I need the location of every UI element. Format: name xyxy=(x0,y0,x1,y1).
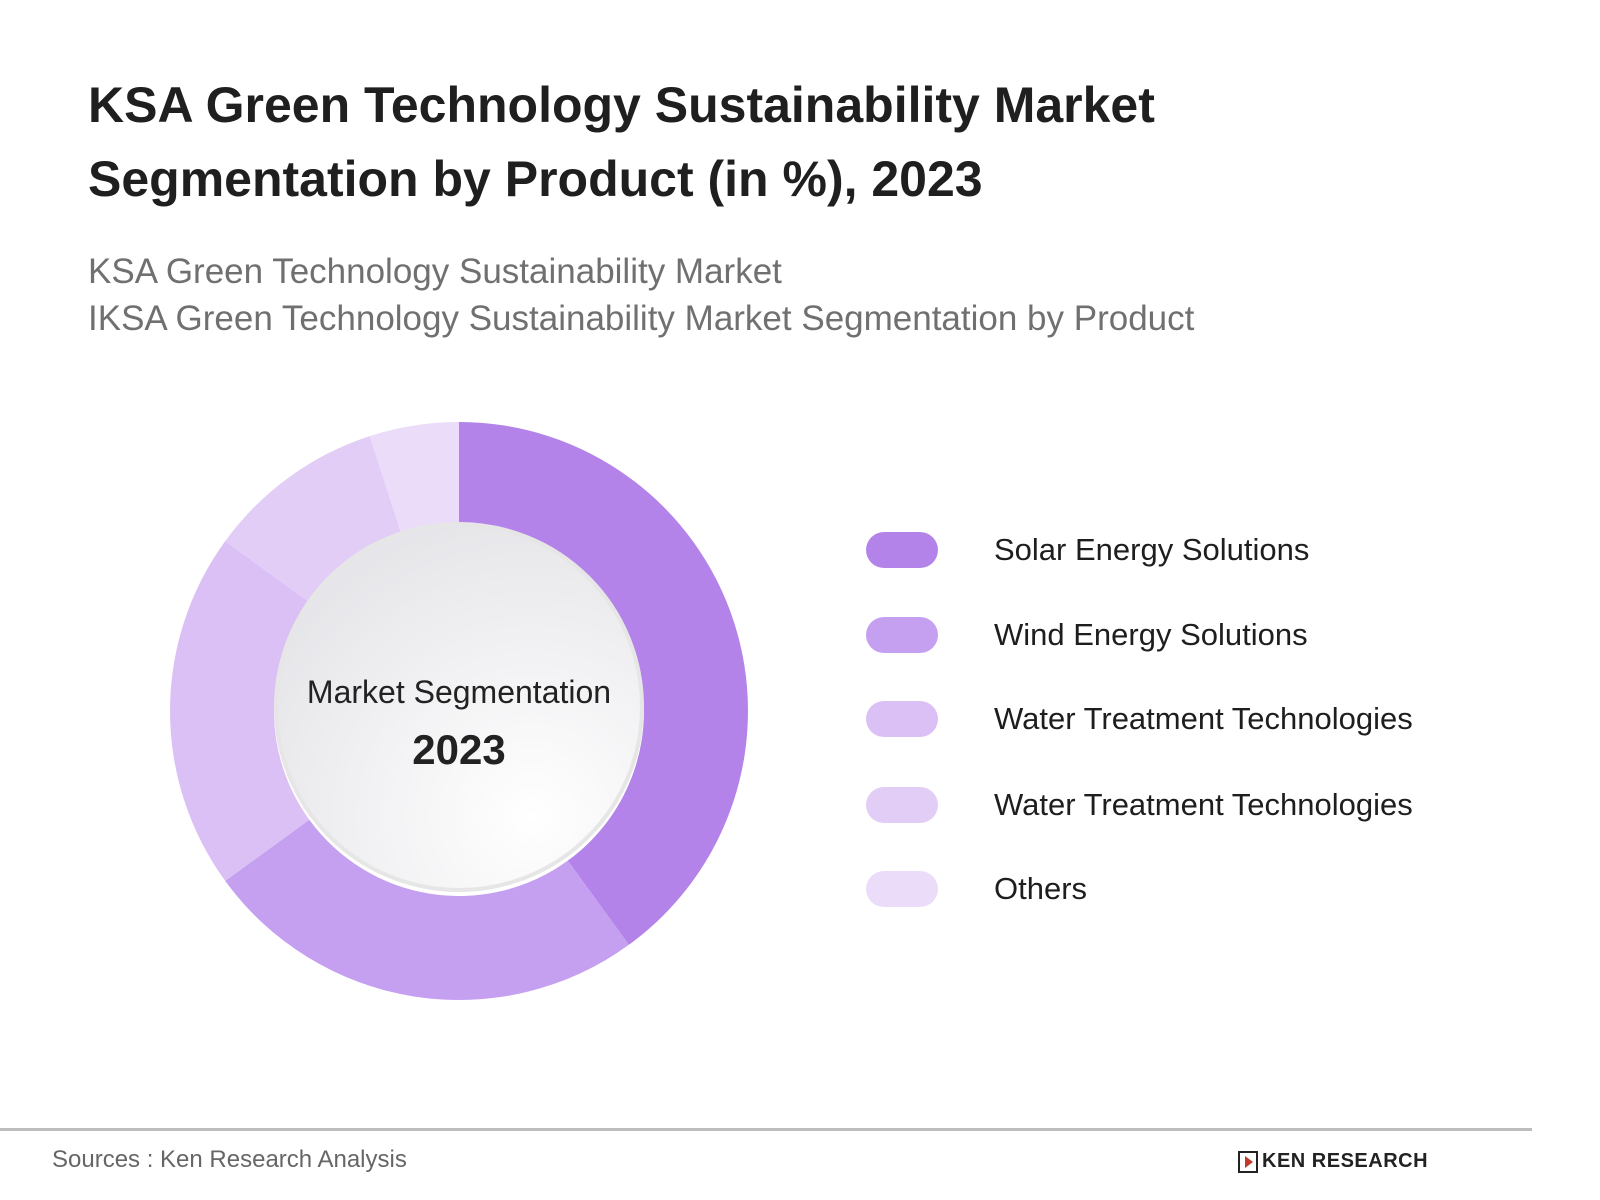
legend-item: Others xyxy=(866,869,1506,909)
donut-center xyxy=(274,522,644,892)
legend-item: Wind Energy Solutions xyxy=(866,615,1506,655)
donut-slice-wind-energy-solutions xyxy=(225,819,629,1001)
footer-divider xyxy=(0,1128,1532,1131)
legend-label: Water Treatment Technologies xyxy=(994,787,1413,822)
chart-title: KSA Green Technology Sustainability Mark… xyxy=(88,77,1155,207)
legend-label: Others xyxy=(994,871,1088,906)
center-label: Market Segmentation xyxy=(306,674,612,710)
source-note: Sources : Ken Research Analysis xyxy=(52,1146,407,1173)
donut-slice-others xyxy=(369,422,459,536)
donut-slice-water-treatment-technologies xyxy=(170,541,310,881)
legend-swatch xyxy=(866,871,938,907)
legend-label: Water Treatment Technologies xyxy=(994,701,1413,736)
logo-text: KEN RESEARCH xyxy=(1262,1150,1429,1172)
logo-k-icon xyxy=(1238,1150,1258,1173)
legend-item: Water Treatment Technologies xyxy=(866,699,1506,739)
chart-subtitle-1: KSA Green Technology Sustainability Mark… xyxy=(88,252,782,291)
center-value: 2023 xyxy=(412,726,506,773)
legend-swatch xyxy=(866,617,938,653)
donut-slice-water-treatment-technologies xyxy=(225,436,402,603)
legend-label: Solar Energy Solutions xyxy=(994,532,1310,567)
legend-swatch xyxy=(866,701,938,737)
legend-swatch xyxy=(866,532,938,568)
chart-subtitle-2: IKSA Green Technology Sustainability Mar… xyxy=(88,299,1195,338)
legend-label: Wind Energy Solutions xyxy=(994,617,1308,652)
legend-swatch xyxy=(866,787,938,823)
donut-slice-solar-energy-solutions xyxy=(459,422,748,945)
ken-research-logo: KEN RESEARCH xyxy=(1238,1150,1428,1173)
legend-item: Solar Energy Solutions xyxy=(866,530,1506,570)
legend-item: Water Treatment Technologies xyxy=(866,785,1506,825)
